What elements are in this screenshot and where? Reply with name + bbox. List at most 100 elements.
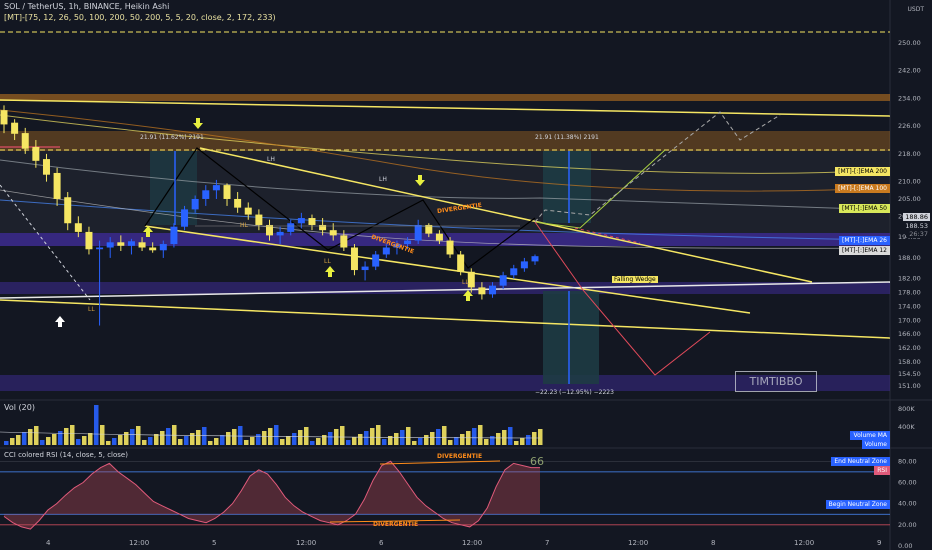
time-tick-label: 9 bbox=[877, 539, 881, 547]
up-arrow-icon bbox=[325, 266, 335, 277]
candle-body bbox=[0, 110, 8, 125]
support-zone-bottom bbox=[0, 375, 890, 391]
rsi-tick-label: 80.00 bbox=[898, 457, 917, 465]
range-zone bbox=[0, 151, 890, 233]
support-zone-low bbox=[0, 282, 890, 294]
symbol-header[interactable]: SOL / TetherUS, 1h, BINANCE, Heikin Ashi bbox=[4, 2, 170, 11]
candle-body bbox=[212, 185, 220, 191]
trendline-wedge-2 bbox=[199, 147, 813, 283]
volume-ma-line bbox=[0, 431, 541, 439]
time-tick-label: 5 bbox=[212, 539, 216, 547]
candle-body bbox=[457, 254, 465, 272]
measure-bottom: −22.23 (−12.95%) −2223 bbox=[535, 389, 614, 396]
watermark-logo: TIMTIBBO bbox=[735, 371, 817, 392]
price-label-2: 188.53 bbox=[903, 222, 930, 230]
time-tick-label: 12:00 bbox=[794, 539, 814, 547]
dashed-trendline bbox=[0, 184, 91, 301]
volume-bar bbox=[196, 430, 201, 445]
candle-body bbox=[414, 224, 422, 241]
price-tick-label: 242.00 bbox=[898, 67, 921, 75]
volume-bar bbox=[232, 429, 237, 445]
up-arrow-icon bbox=[55, 316, 65, 327]
volume-bar bbox=[94, 405, 99, 445]
volume-bar bbox=[292, 433, 297, 445]
volume-bar bbox=[346, 440, 351, 445]
candles bbox=[0, 105, 539, 326]
measure-top-right: 21.91 (11.38%) 2191 bbox=[535, 134, 599, 141]
zigzag-pattern bbox=[144, 147, 536, 269]
volume-bar bbox=[322, 435, 327, 445]
volume-bar bbox=[436, 429, 441, 445]
price-tick-label: 188.00 bbox=[898, 254, 921, 262]
volume-bar bbox=[394, 433, 399, 445]
volume-bar bbox=[370, 428, 375, 445]
volume-pane-title[interactable]: Vol (20) bbox=[4, 403, 35, 412]
price-tick-label: 250.00 bbox=[898, 39, 921, 47]
ema200-tag: [MT]-[:]EMA 200 bbox=[835, 167, 890, 176]
volume-bar bbox=[208, 441, 213, 445]
ema26-line bbox=[0, 199, 891, 241]
volume-bar bbox=[496, 433, 501, 445]
volume-bar bbox=[472, 428, 477, 445]
volume-bar bbox=[142, 440, 147, 445]
price-tick-label: 170.00 bbox=[898, 316, 921, 324]
measure-box-left bbox=[150, 151, 197, 225]
candle-body bbox=[372, 254, 380, 267]
candle-body bbox=[276, 231, 284, 236]
volume-bar bbox=[418, 438, 423, 445]
time-tick-label: 12:00 bbox=[462, 539, 482, 547]
volume-bar bbox=[376, 425, 381, 445]
volume-bar bbox=[202, 427, 207, 445]
rsi-pane-title[interactable]: CCI colored RSI (14, close, 5, close) bbox=[4, 451, 128, 459]
rsi-plot: 80.00 60.00 40.00 20.00 0.00 bbox=[0, 457, 917, 550]
price-tick-label: 166.00 bbox=[898, 330, 921, 338]
volume-bar bbox=[148, 437, 153, 445]
volume-bar bbox=[520, 438, 525, 445]
volume-bar bbox=[190, 433, 195, 445]
volume-bar bbox=[448, 440, 453, 445]
ema100-tag: [MT]-[:]EMA 100 bbox=[835, 184, 890, 193]
rsi-tick-label: 0.00 bbox=[898, 542, 912, 550]
volume-bar bbox=[160, 431, 165, 445]
volume-bar bbox=[106, 441, 111, 445]
volume-bar bbox=[52, 434, 57, 445]
volume-bar bbox=[388, 436, 393, 445]
volume-bar bbox=[442, 426, 447, 445]
volume-bar bbox=[244, 440, 249, 445]
trendline-support-4 bbox=[0, 281, 891, 299]
candle-body bbox=[340, 235, 348, 248]
up-arrow-icon bbox=[143, 226, 153, 237]
volume-bar bbox=[166, 428, 171, 445]
volume-bar bbox=[262, 431, 267, 445]
ema12-tag: [MT]-[:]EMA 12 bbox=[838, 246, 890, 255]
time-tick-label: 8 bbox=[711, 539, 715, 547]
time-tick-label: 6 bbox=[379, 539, 384, 547]
time-tick-label: 12:00 bbox=[628, 539, 648, 547]
candle-body bbox=[74, 223, 82, 232]
price-tick-label: 162.00 bbox=[898, 344, 921, 352]
pivot-label-ll-1: LL bbox=[88, 306, 95, 313]
indicator-header[interactable]: [MT]-[75, 12, 26, 50, 100, 200, 50, 200,… bbox=[4, 13, 276, 22]
volume-bars: 800K 400K bbox=[0, 405, 915, 445]
volume-bar bbox=[286, 436, 291, 445]
candle-body bbox=[32, 146, 40, 161]
price-tick-label: 174.00 bbox=[898, 302, 921, 310]
ema50-tag: [MT]-[:]EMA 50 bbox=[838, 204, 890, 213]
volume-bar bbox=[76, 439, 81, 445]
volume-bar bbox=[298, 430, 303, 445]
volume-bar bbox=[16, 435, 21, 445]
volume-bar bbox=[10, 438, 15, 445]
time-tick-label: 12:00 bbox=[129, 539, 149, 547]
up-arrow-icon bbox=[463, 290, 473, 301]
candle-body bbox=[202, 190, 210, 199]
price-label-1: 188.86 bbox=[903, 213, 930, 221]
price-tick-label: 158.00 bbox=[898, 358, 921, 366]
volume-bar bbox=[82, 436, 87, 445]
candle-body bbox=[425, 224, 433, 234]
candle-body bbox=[159, 244, 167, 251]
candle-body bbox=[382, 247, 390, 255]
bull-projection bbox=[534, 149, 666, 229]
